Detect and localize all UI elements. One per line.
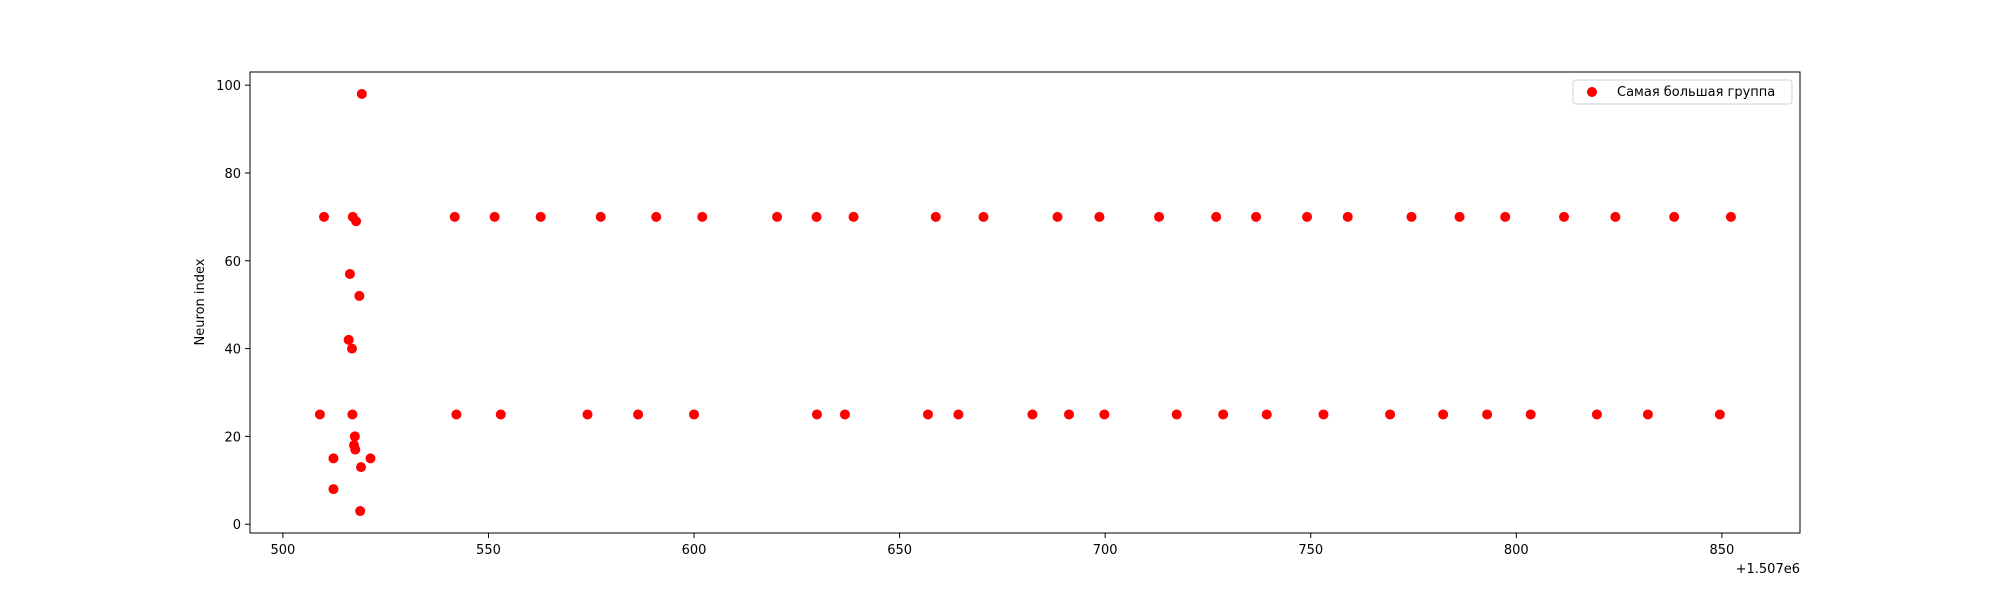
x-tick-label: 550 [476, 543, 501, 558]
data-point [1482, 409, 1493, 420]
data-point [689, 409, 700, 420]
legend-box [1572, 79, 1793, 105]
data-point [1669, 211, 1680, 222]
data-point [697, 211, 708, 222]
data-point [839, 409, 850, 420]
x-tick-label: 800 [1504, 543, 1529, 558]
legend: Самая большая группа [1572, 79, 1793, 105]
data-point [343, 334, 354, 345]
y-tick-label: 40 [224, 343, 241, 358]
data-point [328, 453, 339, 464]
data-point [1318, 409, 1329, 420]
data-point [344, 268, 355, 279]
data-point [1302, 211, 1313, 222]
data-point [1559, 211, 1570, 222]
data-point [1642, 409, 1653, 420]
data-point [1610, 211, 1621, 222]
data-point [1094, 211, 1105, 222]
data-point [1725, 211, 1736, 222]
data-point [495, 409, 506, 420]
data-point [449, 211, 460, 222]
legend-label: Самая большая группа [1617, 85, 1775, 100]
data-point [319, 211, 330, 222]
data-point [811, 409, 822, 420]
data-point [1385, 409, 1396, 420]
data-point [1342, 211, 1353, 222]
x-tick-label: 750 [1298, 543, 1323, 558]
data-point [1063, 409, 1074, 420]
data-point [1454, 211, 1465, 222]
data-point [346, 343, 357, 354]
data-point [582, 409, 593, 420]
data-point [1591, 409, 1602, 420]
data-point [1218, 409, 1229, 420]
x-tick-label: 700 [1093, 543, 1118, 558]
data-point [1714, 409, 1725, 420]
x-tick-label: 600 [682, 543, 707, 558]
data-point [772, 211, 783, 222]
data-point [1251, 211, 1262, 222]
data-point [1525, 409, 1536, 420]
data-point [978, 211, 989, 222]
y-tick-label: 20 [224, 430, 241, 445]
data-point [1171, 409, 1182, 420]
legend-marker [1587, 87, 1597, 97]
y-tick-label: 0 [233, 518, 241, 533]
x-tick-label: 650 [887, 543, 912, 558]
data-point [1406, 211, 1417, 222]
x-tick-label: 850 [1709, 543, 1734, 558]
data-point [633, 409, 644, 420]
x-axis-offset-label: +1.507e6 [1736, 562, 1800, 577]
data-point [328, 484, 339, 495]
data-point [1211, 211, 1222, 222]
data-point [347, 409, 358, 420]
data-point [1261, 409, 1272, 420]
data-point [356, 88, 367, 99]
data-point [1027, 409, 1038, 420]
data-point [355, 506, 366, 517]
data-point [365, 453, 376, 464]
data-point [356, 462, 367, 473]
data-point [354, 290, 365, 301]
y-tick-label: 80 [224, 167, 241, 182]
data-point [314, 409, 325, 420]
data-point [351, 216, 362, 227]
data-point [651, 211, 662, 222]
data-point [349, 431, 360, 442]
data-point [535, 211, 546, 222]
y-tick-label: 60 [224, 255, 241, 270]
data-point [1154, 211, 1165, 222]
data-point [848, 211, 859, 222]
x-axis: 500 550 600 650 700 750 800 850 [270, 533, 1734, 558]
data-points [314, 88, 1736, 517]
data-point [953, 409, 964, 420]
data-point [489, 211, 500, 222]
data-point [922, 409, 933, 420]
data-point [811, 211, 822, 222]
data-point [350, 444, 361, 455]
plot-area-frame [249, 71, 1801, 534]
data-point [451, 409, 462, 420]
data-point [1438, 409, 1449, 420]
data-point [1052, 211, 1063, 222]
x-tick-label: 500 [270, 543, 295, 558]
data-point [930, 211, 941, 222]
y-tick-label: 100 [216, 79, 241, 94]
y-axis: 0 20 40 60 80 100 [216, 79, 250, 533]
y-axis-label: Neuron index [193, 258, 208, 345]
data-point [595, 211, 606, 222]
data-point [1099, 409, 1110, 420]
data-point [1500, 211, 1511, 222]
